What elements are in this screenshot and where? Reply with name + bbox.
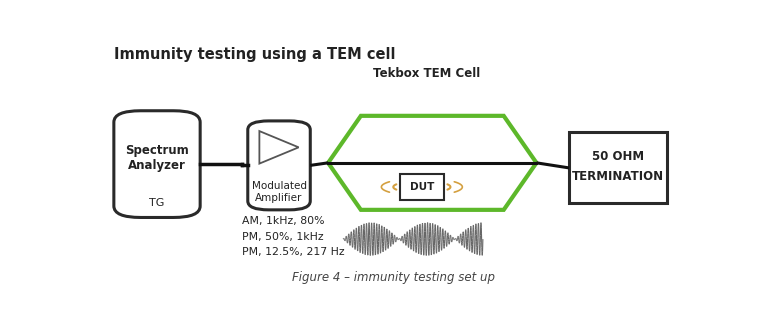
Text: DUT: DUT bbox=[409, 182, 434, 192]
Text: 50 OHM: 50 OHM bbox=[592, 150, 644, 163]
Polygon shape bbox=[260, 131, 299, 164]
Text: Figure 4 – immunity testing set up: Figure 4 – immunity testing set up bbox=[292, 271, 495, 283]
Text: Amplifier: Amplifier bbox=[255, 193, 303, 203]
Polygon shape bbox=[328, 116, 537, 210]
Text: Immunity testing using a TEM cell: Immunity testing using a TEM cell bbox=[114, 47, 396, 62]
FancyBboxPatch shape bbox=[248, 121, 310, 210]
FancyBboxPatch shape bbox=[569, 132, 667, 204]
FancyBboxPatch shape bbox=[114, 111, 200, 217]
Text: TG: TG bbox=[149, 198, 164, 209]
FancyBboxPatch shape bbox=[399, 174, 444, 200]
Text: AM, 1kHz, 80%
PM, 50%, 1kHz
PM, 12.5%, 217 Hz: AM, 1kHz, 80% PM, 50%, 1kHz PM, 12.5%, 2… bbox=[242, 216, 345, 257]
Text: TERMINATION: TERMINATION bbox=[572, 170, 664, 183]
Text: Modulated: Modulated bbox=[252, 181, 306, 191]
Text: Tekbox TEM Cell: Tekbox TEM Cell bbox=[372, 67, 480, 81]
Text: Spectrum: Spectrum bbox=[125, 144, 189, 157]
Text: Analyzer: Analyzer bbox=[128, 159, 186, 172]
